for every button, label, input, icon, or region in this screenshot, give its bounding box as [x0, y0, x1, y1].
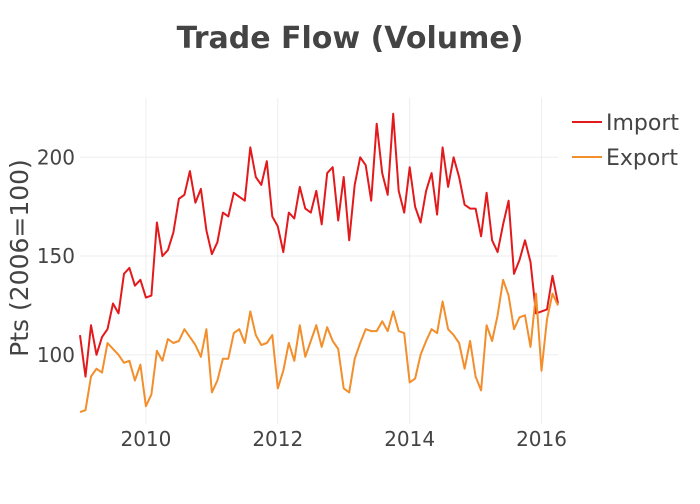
legend-label: Export — [606, 146, 678, 171]
chart-title: Trade Flow (Volume) — [177, 21, 524, 56]
x-tick-label: 2014 — [384, 427, 435, 451]
y-axis-label: Pts (2006=100) — [5, 159, 34, 357]
x-tick-label: 2012 — [252, 427, 303, 451]
y-tick-label: 100 — [37, 343, 75, 367]
legend-item-import[interactable]: Import — [572, 111, 679, 136]
x-tick-label: 2010 — [120, 427, 171, 451]
series-line-export — [79, 278, 559, 414]
y-tick-label: 200 — [37, 145, 75, 169]
legend-item-export[interactable]: Export — [572, 146, 678, 171]
y-tick-label: 150 — [37, 244, 75, 268]
grid-layer — [80, 98, 558, 424]
series-line-import — [79, 112, 559, 378]
x-tick-label: 2016 — [516, 427, 567, 451]
axis-layer: 2010 2012 2014 2016 100 150 200 — [37, 145, 567, 451]
legend[interactable]: Import Export — [572, 111, 679, 171]
legend-label: Import — [606, 111, 679, 136]
series-layer — [79, 112, 559, 414]
